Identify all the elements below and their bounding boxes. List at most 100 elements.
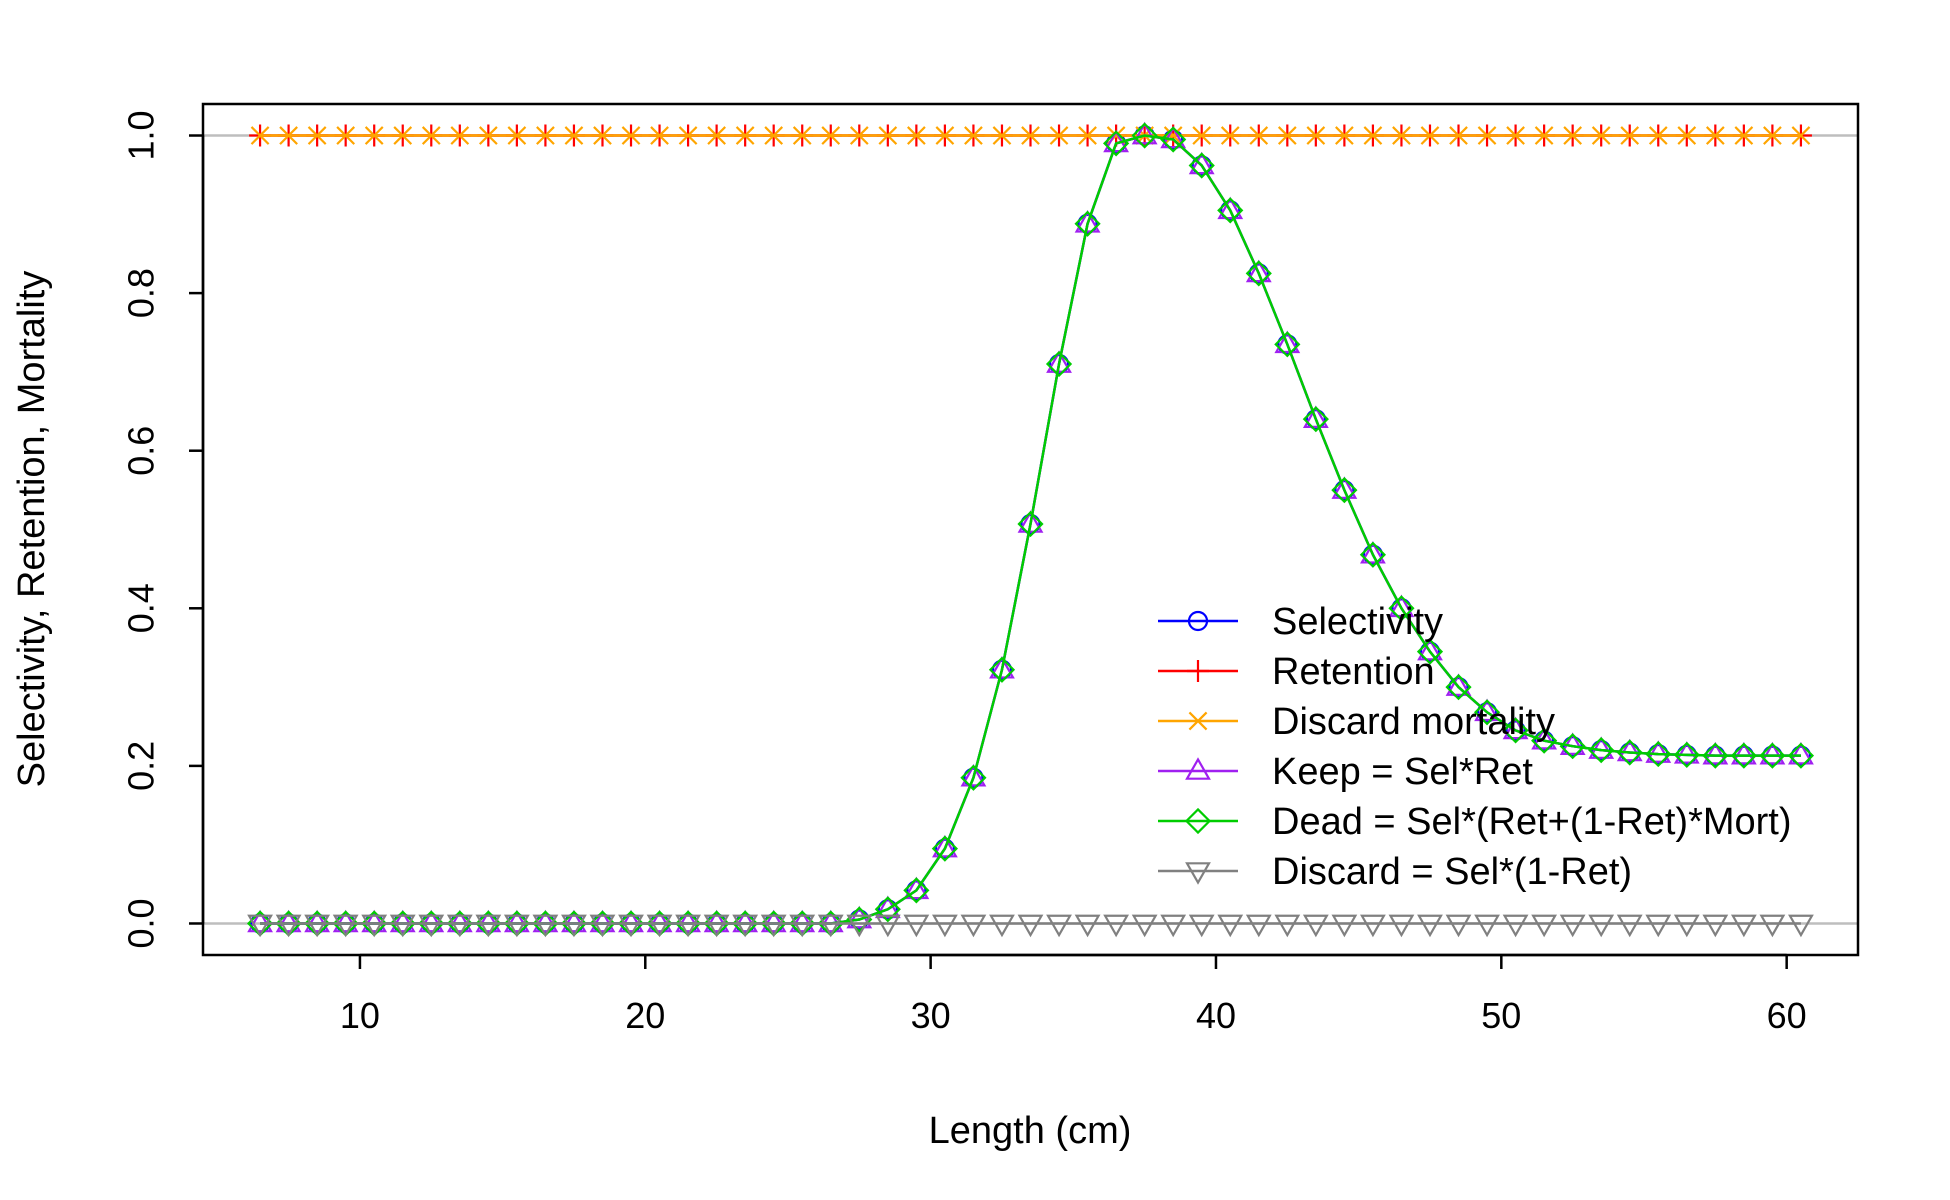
- data-point: [935, 126, 955, 145]
- data-point: [1331, 476, 1358, 499]
- data-point: [675, 909, 701, 933]
- data-point: [1702, 741, 1729, 765]
- data-point: [1049, 126, 1069, 145]
- data-point: [475, 909, 502, 933]
- legend-marker: [1184, 807, 1212, 835]
- data-point: [1188, 151, 1215, 175]
- data-point: [1245, 260, 1272, 287]
- series-layer: [246, 121, 1815, 938]
- data-point: [1017, 510, 1044, 538]
- data-point: [1077, 213, 1098, 234]
- y-tick-label: 0.8: [121, 268, 162, 318]
- data-point: [1131, 121, 1158, 145]
- data-point: [1476, 702, 1498, 723]
- data-point: [1673, 741, 1700, 764]
- data-point: [903, 877, 930, 904]
- data-point: [618, 914, 644, 938]
- y-tick-label: 0.2: [121, 741, 162, 791]
- data-point: [1588, 737, 1615, 764]
- data-point: [903, 914, 930, 938]
- data-point: [1616, 914, 1643, 938]
- data-point: [1420, 126, 1440, 145]
- data-point: [960, 914, 987, 938]
- data-point: [1474, 914, 1500, 938]
- data-point: [1477, 126, 1497, 145]
- data-point: [1048, 353, 1070, 375]
- data-point: [1559, 914, 1586, 938]
- data-point: [1673, 914, 1700, 938]
- data-point: [275, 914, 302, 938]
- data-point: [1217, 196, 1244, 220]
- data-point: [764, 126, 784, 145]
- data-point: [1131, 914, 1158, 938]
- data-point: [1505, 720, 1526, 741]
- data-point: [1360, 540, 1386, 564]
- data-point: [1160, 126, 1187, 153]
- data-point: [336, 126, 356, 145]
- data-point: [1734, 126, 1754, 145]
- x-tick-label: 30: [911, 995, 951, 1036]
- data-point: [932, 914, 958, 938]
- x-tick-label: 10: [340, 995, 380, 1036]
- data-point: [1274, 331, 1301, 358]
- x-tick-label: 40: [1196, 995, 1236, 1036]
- data-point: [304, 909, 331, 933]
- data-point: [1787, 742, 1815, 769]
- data-point: [877, 899, 898, 920]
- data-point: [934, 838, 956, 859]
- legend-marker: [1187, 610, 1209, 632]
- data-point: [1017, 914, 1044, 938]
- data-point: [906, 880, 927, 901]
- data-point: [1046, 914, 1072, 938]
- data-point: [703, 909, 730, 933]
- data-point: [1702, 914, 1729, 938]
- data-point: [536, 126, 555, 145]
- data-point: [846, 914, 873, 938]
- data-point: [389, 914, 416, 938]
- data-point: [418, 909, 445, 933]
- data-point: [1534, 730, 1555, 751]
- data-point: [1677, 126, 1697, 145]
- data-point: [1445, 673, 1472, 701]
- data-point: [1131, 122, 1158, 149]
- legend-marker: [1187, 660, 1209, 682]
- data-point: [1730, 741, 1757, 765]
- data-point: [646, 909, 673, 933]
- data-point: [1020, 513, 1041, 535]
- data-point: [789, 914, 816, 938]
- legend-item: Keep = Sel*Ret: [1158, 751, 1533, 793]
- data-point: [849, 126, 869, 145]
- data-point: [1705, 126, 1725, 145]
- data-point: [1388, 595, 1415, 622]
- legend-item: Discard = Sel*(1-Ret): [1158, 851, 1632, 893]
- data-point: [903, 876, 930, 900]
- data-point: [992, 126, 1012, 145]
- data-point: [446, 914, 473, 938]
- x-axis: 10 20 30 40 50 60: [340, 953, 1807, 1036]
- data-point: [732, 914, 759, 938]
- data-point: [1021, 126, 1040, 145]
- data-point: [1616, 739, 1643, 766]
- data-point: [307, 126, 327, 145]
- data-point: [247, 914, 273, 938]
- data-point: [1416, 638, 1444, 665]
- data-point: [1302, 914, 1329, 938]
- data-point: [1449, 126, 1468, 145]
- data-point: [1334, 479, 1355, 501]
- data-point: [1448, 676, 1469, 698]
- data-point: [1220, 126, 1240, 145]
- x-tick-label: 50: [1481, 995, 1521, 1036]
- data-point: [821, 126, 841, 145]
- data-point: [1502, 716, 1529, 740]
- data-point: [1763, 126, 1782, 145]
- data-point: [1103, 914, 1129, 938]
- data-point: [931, 835, 959, 862]
- data-point: [393, 126, 413, 145]
- data-point: [1559, 733, 1586, 760]
- data-point: [418, 914, 445, 938]
- x-axis-label: Length (cm): [929, 1110, 1132, 1152]
- data-point: [878, 126, 898, 145]
- data-point: [932, 834, 958, 858]
- legend-item: Retention: [1158, 651, 1435, 693]
- data-point: [1791, 126, 1811, 145]
